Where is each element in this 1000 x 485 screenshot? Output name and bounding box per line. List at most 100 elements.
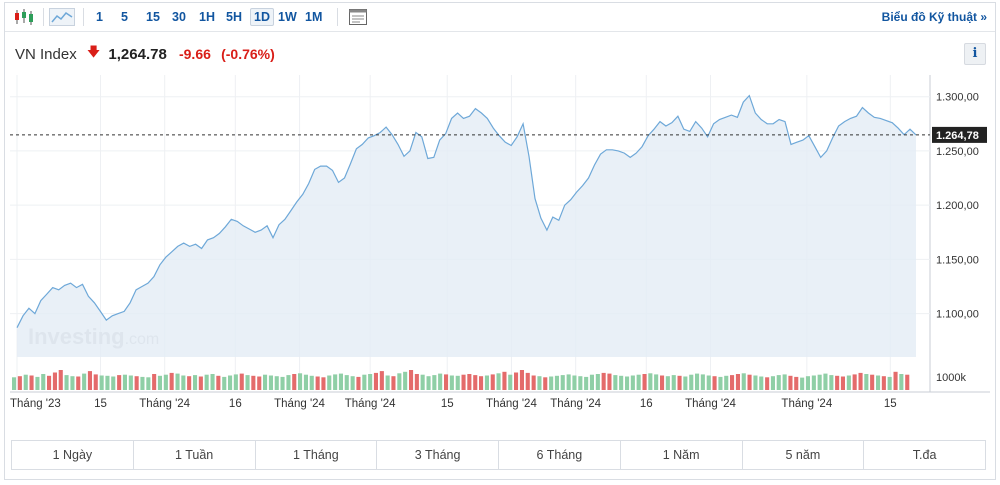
y-tick-label: 1.150,00	[936, 254, 979, 266]
interval-1d[interactable]: 1D	[250, 8, 274, 26]
volume-bar	[578, 376, 583, 390]
volume-bar	[222, 376, 227, 390]
toolbar-divider	[83, 8, 84, 26]
volume-bar	[292, 374, 297, 390]
volume-bar	[619, 375, 624, 390]
volume-bar	[309, 375, 314, 390]
volume-bar	[554, 375, 559, 390]
volume-bar	[823, 373, 828, 390]
volume-bar	[29, 375, 34, 390]
x-tick-label: Tháng '23	[10, 398, 61, 410]
volume-bar	[438, 373, 443, 390]
volume-bar	[403, 371, 408, 390]
technical-chart-link[interactable]: Biểu đồ Kỹ thuật »	[881, 10, 987, 24]
volume-bar	[660, 375, 665, 390]
volume-bar	[41, 374, 46, 390]
chart-toolbar: 1 5 15 30 1H 5H 1D 1W 1M Biểu đồ Kỹ thuậ…	[5, 3, 995, 32]
volume-bar	[794, 376, 799, 390]
interval-1w[interactable]: 1W	[278, 10, 297, 24]
interval-15[interactable]: 15	[146, 10, 160, 24]
volume-bar	[193, 375, 198, 390]
volume-bar	[607, 373, 612, 390]
volume-bar	[216, 375, 221, 390]
volume-bar	[881, 376, 886, 390]
volume-bar	[333, 374, 338, 390]
volume-bar	[654, 374, 659, 390]
x-tick-label: Tháng '24	[486, 398, 537, 410]
interval-1[interactable]: 1	[96, 10, 103, 24]
x-tick-label: 16	[229, 398, 242, 410]
price-chart[interactable]: 1.300,00 1.250,00 1.200,00 1.150,00 1.100,00…	[0, 0, 1000, 440]
volume-bar	[210, 374, 215, 390]
volume-bar	[280, 376, 285, 390]
volume-bar	[117, 375, 122, 390]
volume-bar	[152, 374, 157, 390]
period-selector: 1 Ngày 1 Tuần 1 Tháng 3 Tháng 6 Tháng 1 …	[11, 440, 986, 470]
info-button[interactable]: i	[964, 43, 986, 65]
volume-bar	[665, 376, 670, 390]
volume-bar	[128, 375, 133, 390]
volume-bar	[601, 372, 606, 390]
volume-bar	[105, 375, 110, 390]
volume-bar	[730, 375, 735, 390]
price-change-percent: (-0.76%)	[221, 46, 275, 62]
volume-bar	[233, 374, 238, 390]
toolbar-divider	[43, 8, 44, 26]
period-1-day[interactable]: 1 Ngày	[12, 441, 134, 469]
candlestick-icon[interactable]	[13, 8, 35, 26]
period-1-year[interactable]: 1 Năm	[621, 441, 743, 469]
volume-bar	[525, 372, 530, 390]
x-tick-label: Tháng '24	[550, 398, 601, 410]
volume-bar	[87, 371, 92, 390]
volume-bar	[613, 375, 618, 390]
chart-settings-icon[interactable]	[348, 8, 370, 26]
y-tick-label: 1.200,00	[936, 200, 979, 212]
interval-30[interactable]: 30	[172, 10, 186, 24]
volume-bar	[887, 376, 892, 390]
volume-bar	[52, 372, 57, 390]
volume-bar	[759, 376, 764, 390]
period-5-years[interactable]: 5 năm	[743, 441, 865, 469]
period-1-month[interactable]: 1 Tháng	[256, 441, 378, 469]
volume-bar	[274, 376, 279, 390]
price-line[interactable]	[16, 94, 917, 328]
period-6-months[interactable]: 6 Tháng	[499, 441, 621, 469]
volume-bar	[689, 374, 694, 390]
volume-bar	[368, 374, 373, 390]
volume-bar	[549, 376, 554, 390]
y-tick-label: 1.300,00	[936, 92, 979, 104]
interval-5h[interactable]: 5H	[226, 10, 242, 24]
volume-bar	[572, 375, 577, 390]
x-tick-label: Tháng '24	[139, 398, 190, 410]
volume-bar	[298, 373, 303, 390]
interval-1h[interactable]: 1H	[199, 10, 215, 24]
volume-bar	[846, 375, 851, 390]
x-tick-label: 15	[441, 398, 454, 410]
volume-bar	[467, 374, 472, 390]
toolbar-divider	[337, 8, 338, 26]
interval-5[interactable]: 5	[121, 10, 128, 24]
volume-bar	[735, 374, 740, 390]
volume-bar	[58, 370, 63, 390]
period-1-week[interactable]: 1 Tuần	[134, 441, 256, 469]
volume-bar	[64, 375, 69, 390]
x-tick-label: Tháng '24	[685, 398, 736, 410]
volume-bar	[648, 373, 653, 390]
x-tick-label: Tháng '24	[274, 398, 325, 410]
period-3-months[interactable]: 3 Tháng	[377, 441, 499, 469]
volume-bar	[595, 374, 600, 390]
volume-bar	[543, 377, 548, 390]
quote-header: VN Index 🡇 1,264.78 -9.66 (-0.76%)	[15, 43, 275, 63]
interval-1m[interactable]: 1M	[305, 10, 323, 24]
volume-bar	[560, 375, 565, 390]
volume-bar	[566, 374, 571, 390]
period-max[interactable]: T.đa	[912, 448, 937, 462]
x-tick-label: Tháng '24	[345, 398, 396, 410]
volume-bar	[514, 372, 519, 390]
volume-bar	[239, 373, 244, 390]
volume-bar	[23, 374, 28, 390]
volume-bar	[426, 376, 431, 390]
y-tick-label: 1.100,00	[936, 309, 979, 321]
area-chart-icon[interactable]	[49, 8, 75, 26]
volume-bar	[373, 372, 378, 390]
